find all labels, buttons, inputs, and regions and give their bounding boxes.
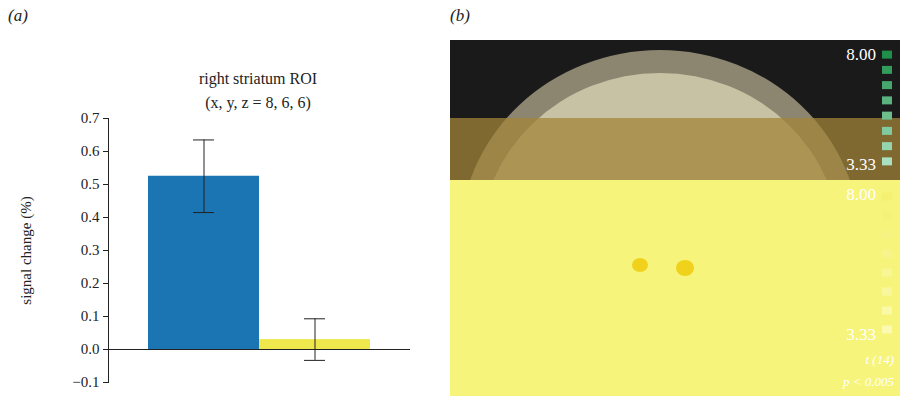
html-text:(x, y, z = 8, 6, 6): (x, y, z = 8, 6, 6) [205,94,311,111]
svg-text:3.33: 3.33 [846,155,876,174]
svg-text:0.5: 0.5 [81,176,100,192]
svg-text:0.3: 0.3 [81,242,100,258]
svg-text:−0.1: −0.1 [72,374,99,390]
html-text:right striatum ROI: right striatum ROI [198,70,318,87]
svg-text:0.4: 0.4 [81,209,100,225]
svg-text:0.1: 0.1 [81,308,100,324]
svg-text:8.00: 8.00 [846,45,876,64]
html-text:(a): (a) [8,6,28,25]
svg-text:0.7: 0.7 [81,110,100,126]
svg-text:p < 0.005: p < 0.005 [842,374,895,389]
svg-text:t (14): t (14) [865,352,894,367]
html-text:(b): (b) [450,6,470,25]
svg-text:0.6: 0.6 [81,143,100,159]
svg-text:0.0: 0.0 [81,341,100,357]
svg-text:3.33: 3.33 [846,325,876,344]
svg-text:signal change (%): signal change (%) [18,196,35,304]
svg-text:0.2: 0.2 [81,275,100,291]
svg-text:8.00: 8.00 [846,185,876,204]
